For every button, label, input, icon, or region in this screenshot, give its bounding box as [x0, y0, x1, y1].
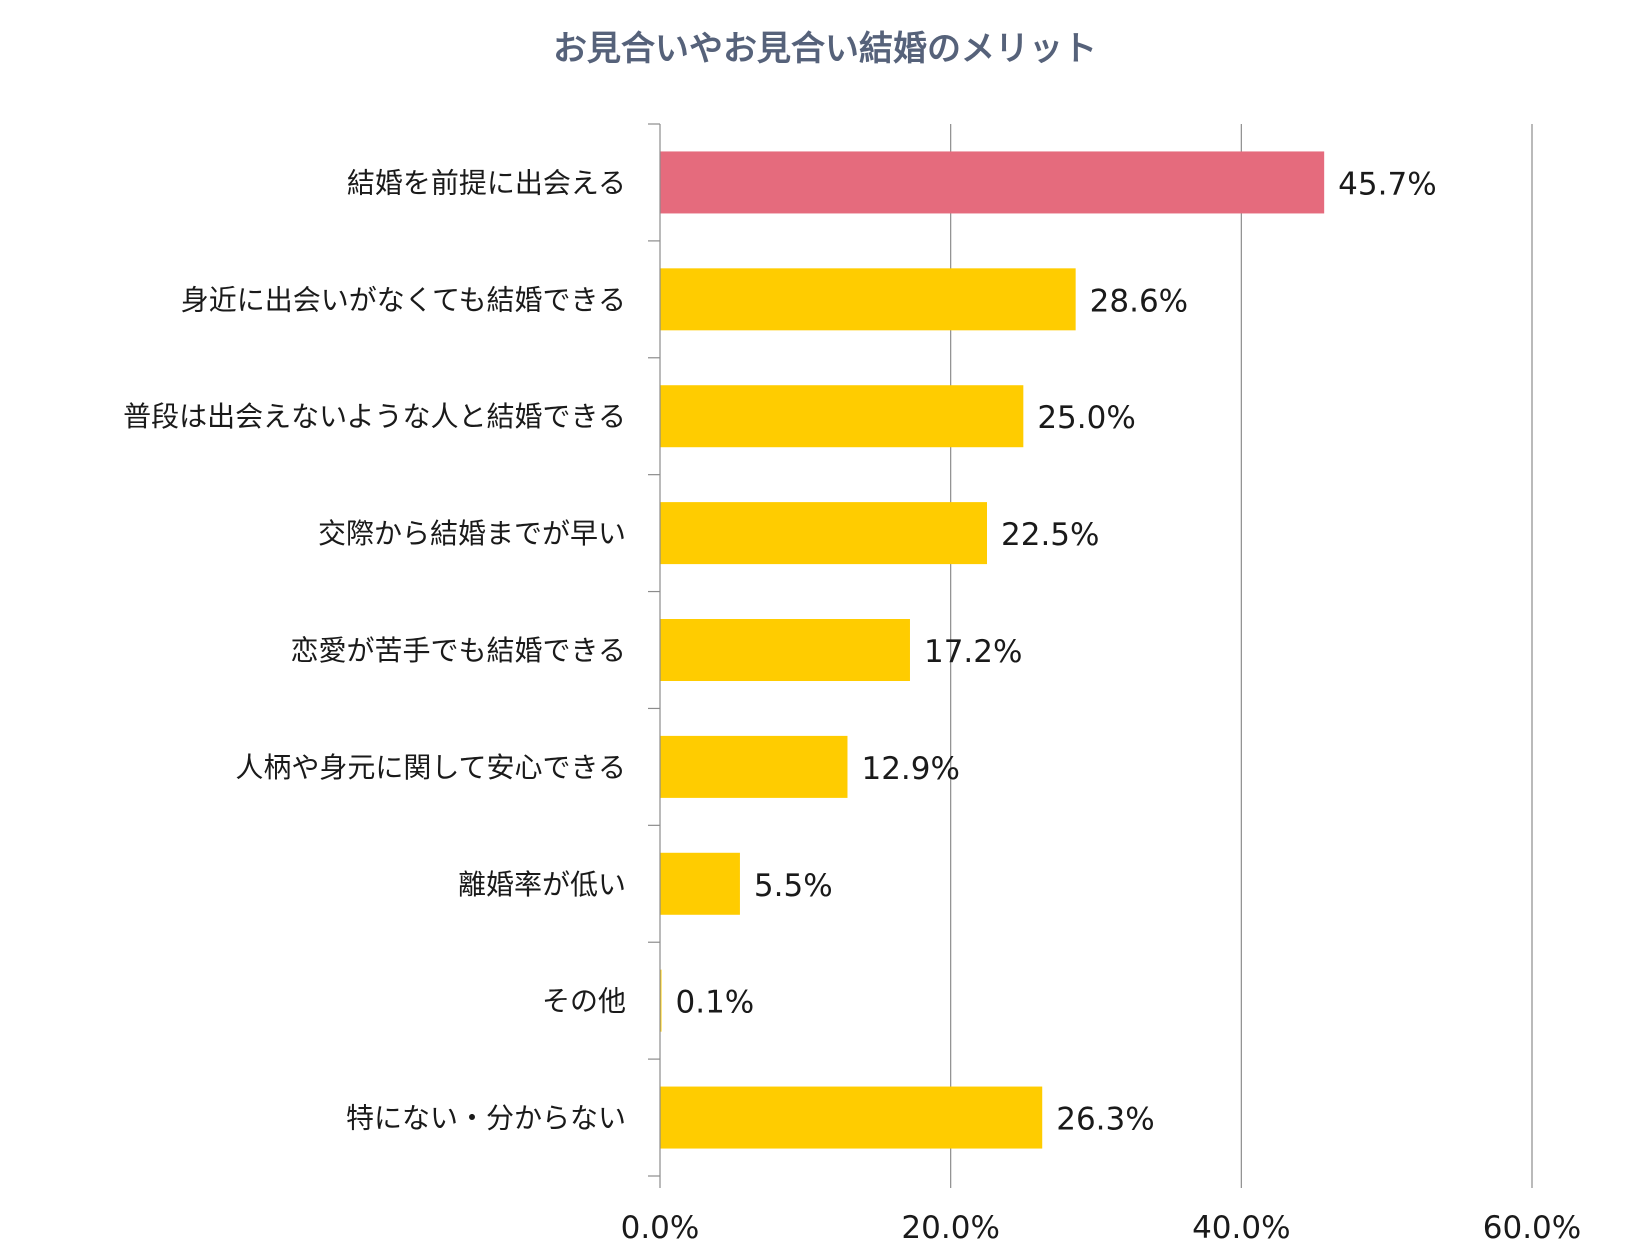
bar-6 [660, 852, 740, 915]
category-label-7: その他 [542, 985, 626, 1018]
bar-8 [660, 1086, 1043, 1149]
category-label-5: 人柄や身元に関して安心できる [235, 751, 626, 784]
category-label-2: 普段は出会えないような人と結婚できる [123, 400, 626, 433]
bar-1 [660, 268, 1076, 331]
value-label-7: 0.1% [676, 985, 755, 1021]
value-label-5: 12.9% [861, 751, 959, 787]
value-label-1: 28.6% [1090, 283, 1188, 319]
bar-7 [660, 969, 662, 1032]
category-label-8: 特にない・分からない [346, 1102, 626, 1135]
category-label-0: 結婚を前提に出会える [347, 166, 626, 199]
value-label-2: 25.0% [1037, 400, 1135, 436]
bar-2 [660, 385, 1024, 448]
x-tick-label-60: 60.0% [1483, 1210, 1581, 1246]
bar-0 [660, 151, 1325, 214]
bar-3 [660, 502, 987, 565]
category-label-1: 身近に出会いがなくても結婚できる [181, 283, 626, 316]
axes [648, 123, 1533, 1188]
value-label-8: 26.3% [1056, 1102, 1154, 1138]
category-label-4: 恋愛が苦手でも結婚できる [291, 634, 626, 667]
bars [660, 151, 1325, 1149]
value-label-4: 17.2% [924, 634, 1022, 670]
x-tick-label-40: 40.0% [1192, 1210, 1290, 1246]
value-label-0: 45.7% [1338, 166, 1436, 202]
x-tick-label-0: 0.0% [621, 1210, 700, 1246]
category-label-3: 交際から結婚までが早い [318, 517, 626, 550]
chart-title: お見合いやお見合い結婚のメリット [553, 29, 1097, 69]
category-label-6: 離婚率が低い [458, 868, 626, 901]
labels: 結婚を前提に出会える 45.7% 身近に出会いがなくても結婚できる 28.6% 普段は出… [123, 166, 1581, 1246]
x-tick-label-20: 20.0% [901, 1210, 999, 1246]
value-label-6: 5.5% [754, 868, 833, 904]
bar-5 [660, 735, 848, 798]
bar-4 [660, 619, 910, 681]
value-label-3: 22.5% [1001, 517, 1099, 553]
